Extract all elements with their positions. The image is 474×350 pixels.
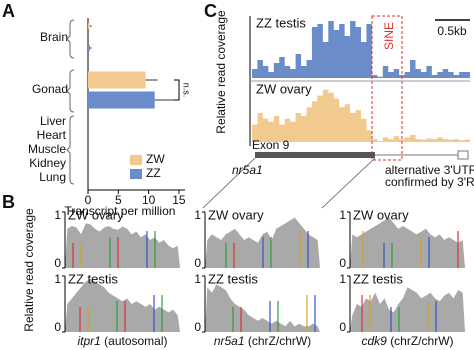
track-label: ZW ovary [256, 81, 312, 96]
category-label: Gonad [32, 82, 68, 96]
legend-swatch [130, 169, 142, 179]
track-label: ZW ovary [353, 207, 409, 222]
annotation: confirmed by 3'RACE [385, 175, 474, 189]
track-label: ZZ testis [208, 271, 258, 286]
panel-label: C [204, 1, 217, 21]
coverage-area [252, 21, 470, 78]
x-tick-label: 0 [85, 193, 92, 207]
y-axis-title: Relative read coverage [214, 10, 228, 134]
brace [66, 19, 75, 59]
y-tick-label: 0 [54, 320, 61, 334]
y-tick-label: 1 [54, 272, 61, 286]
category-label: Brain [40, 30, 68, 44]
y-tick-label: 1 [194, 272, 201, 286]
gene-note: (autosomal) [104, 334, 167, 348]
track-label: ZZ testis [68, 271, 118, 286]
coverage-area [350, 287, 465, 332]
legend-label: ZZ [146, 166, 161, 180]
y-tick-label: 0 [54, 256, 61, 270]
gene-name: cdk9 [361, 334, 387, 348]
gene-name: nr5a1 [214, 334, 245, 348]
category-label: Lung [39, 170, 66, 184]
track-label: ZW ovary [68, 207, 124, 222]
exon-label: Exon 9 [252, 138, 290, 152]
annotation: n.s. [182, 83, 192, 98]
x-tick-label: 5 [115, 193, 122, 207]
x-tick-label: 10 [142, 193, 156, 207]
coverage-area [65, 278, 180, 332]
brace [66, 69, 75, 113]
y-tick-label: 1 [54, 208, 61, 222]
y-tick-label: 1 [339, 272, 346, 286]
y-tick-label: 1 [194, 208, 201, 222]
gene-note: (chrZ/chrW) [390, 334, 453, 348]
legend-label: ZW [146, 152, 165, 166]
legend-swatch [130, 155, 142, 165]
gene-caption: nr5a1 (chrZ/chrW) [214, 334, 311, 348]
gene-note: (chrZ/chrW) [248, 334, 311, 348]
bar [88, 45, 90, 51]
y-tick-label: 0 [339, 256, 346, 270]
bar [88, 71, 146, 89]
panel-label: B [2, 192, 15, 212]
gene-caption: cdk9 (chrZ/chrW) [361, 334, 453, 348]
gene-name: itpr1 [77, 334, 100, 348]
track-label: ZW ovary [208, 207, 264, 222]
zoom-line [202, 157, 256, 209]
annotation: alternative 3'UTR [385, 163, 474, 177]
track-label: ZZ testis [353, 271, 403, 286]
category-label: Muscle [28, 142, 66, 156]
track-label: ZZ testis [256, 15, 306, 30]
coverage-area [205, 284, 320, 332]
utr-end [457, 150, 469, 160]
x-axis-title: Transcript per million [65, 204, 176, 218]
scale-label: 0.5kb [437, 24, 467, 38]
coverage-area [252, 89, 470, 142]
category-label: Heart [37, 128, 67, 142]
coverage-area [350, 217, 465, 268]
x-tick-label: 15 [172, 193, 186, 207]
gene-label: nr5a1 [232, 163, 263, 177]
exon [255, 152, 375, 158]
zoom-line [321, 157, 376, 209]
gene-caption: itpr1 (autosomal) [77, 334, 167, 348]
y-tick-label: 0 [339, 320, 346, 334]
coverage-area [65, 223, 180, 268]
sine-box [371, 15, 403, 161]
bar [88, 91, 155, 109]
sig-bracket [174, 79, 180, 101]
category-label: Liver [40, 114, 66, 128]
y-tick-label: 1 [339, 208, 346, 222]
category-label: Kidney [29, 156, 66, 170]
bar [88, 23, 90, 29]
highlight-label: SINE [382, 22, 396, 50]
brace [66, 115, 75, 185]
y-tick-label: 0 [194, 320, 201, 334]
y-axis-title: Relative read coverage [22, 208, 36, 332]
panel-label: A [2, 1, 15, 21]
y-tick-label: 0 [194, 256, 201, 270]
